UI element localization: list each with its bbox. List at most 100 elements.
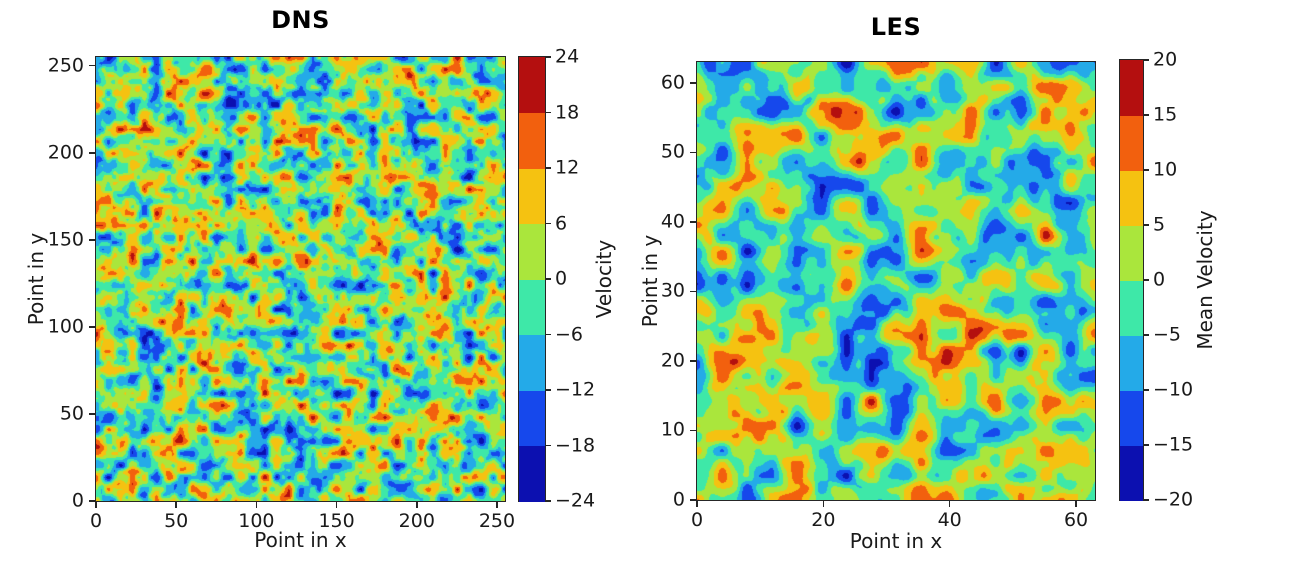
dns-y-tick-label: 250 — [47, 54, 84, 77]
dns-x-tick-mark — [416, 501, 418, 508]
dns-colorbar-tick-label: −12 — [555, 378, 596, 401]
dns-colorbar-tick-label: −24 — [555, 489, 596, 512]
dns-y-tick-mark — [89, 239, 96, 241]
les-mean-velocity-heatmap — [696, 61, 1096, 501]
les-colorbar-band — [1120, 225, 1143, 281]
les-y-tick-mark — [690, 151, 697, 154]
dns-y-tick-mark — [89, 413, 96, 415]
les-colorbar-band — [1120, 390, 1143, 446]
dns-y-tick-label: 100 — [47, 315, 84, 338]
les-colorbar-tick-label: 15 — [1153, 103, 1178, 126]
les-colorbar-tick-mark — [1143, 169, 1149, 171]
dns-x-tick-mark — [255, 501, 258, 508]
dns-colorbar-tick-label: 6 — [555, 212, 568, 234]
dns-x-tick-mark — [175, 501, 177, 508]
dns-colorbar-band — [519, 334, 545, 391]
dns-colorbar — [518, 56, 546, 502]
dns-colorbar-band — [519, 279, 545, 335]
dns-y-tick-mark — [89, 500, 96, 502]
dns-colorbar-tick-mark — [545, 389, 551, 391]
les-title: LES — [870, 13, 922, 41]
les-x-tick-label: 20 — [811, 509, 836, 531]
dns-colorbar-tick-label: 18 — [555, 101, 580, 123]
les-y-tick-mark — [690, 360, 697, 362]
les-colorbar-band — [1120, 60, 1143, 116]
dns-x-tick-label: 50 — [164, 510, 189, 532]
dns-y-tick-label: 50 — [59, 402, 84, 425]
les-colorbar-tick-mark — [1143, 59, 1149, 61]
les-colorbar-band — [1120, 170, 1143, 226]
dns-y-axis-label: Point in y — [24, 232, 48, 326]
les-x-tick-label: 40 — [937, 509, 962, 531]
dns-colorbar-tick-label: −6 — [555, 323, 584, 345]
les-colorbar-tick-label: 20 — [1153, 48, 1178, 71]
dns-x-axis-label: Point in x — [254, 528, 347, 552]
dns-y-tick-mark — [89, 326, 96, 328]
les-colorbar-tick-label: 0 — [1153, 268, 1166, 291]
dns-y-tick-label: 0 — [71, 489, 84, 512]
les-colorbar-tick-mark — [1143, 444, 1149, 446]
les-y-tick-label: 0 — [672, 488, 685, 511]
les-colorbar-band — [1120, 335, 1143, 391]
les-colorbar-tick-mark — [1143, 334, 1149, 336]
les-y-tick-label: 60 — [660, 71, 685, 94]
dns-colorbar-tick-label: 0 — [555, 267, 568, 290]
les-y-tick-mark — [690, 499, 697, 501]
les-colorbar-tick-mark — [1143, 114, 1149, 116]
dns-colorbar-label: Velocity — [592, 239, 616, 319]
dns-colorbar-tick-label: 24 — [555, 45, 580, 68]
les-colorbar-tick-label: 10 — [1153, 158, 1178, 181]
dns-colorbar-tick-mark — [545, 278, 551, 280]
dns-x-tick-label: 0 — [89, 510, 103, 532]
les-x-tick-mark — [1075, 500, 1077, 507]
dns-y-tick-label: 150 — [47, 228, 84, 251]
les-colorbar-tick-label: −20 — [1153, 488, 1194, 511]
dns-x-tick-label: 150 — [318, 510, 355, 532]
dns-colorbar-tick-mark — [545, 333, 551, 336]
dns-colorbar-tick-mark — [545, 500, 551, 502]
dns-y-tick-mark — [89, 64, 96, 67]
les-y-tick-label: 20 — [660, 349, 685, 372]
les-y-tick-label: 30 — [660, 279, 685, 302]
les-x-tick-mark — [822, 500, 825, 507]
les-colorbar-band — [1120, 280, 1143, 336]
dns-colorbar-tick-mark — [545, 167, 551, 169]
les-x-tick-label: 0 — [690, 509, 704, 531]
les-colorbar-tick-mark — [1143, 499, 1149, 501]
les-y-tick-mark — [690, 429, 697, 432]
dns-colorbar-tick-mark — [545, 111, 551, 114]
les-x-tick-label: 60 — [1063, 509, 1089, 531]
dns-y-tick-mark — [89, 152, 96, 154]
dns-x-tick-label: 250 — [478, 510, 516, 532]
dns-colorbar-band — [519, 445, 545, 502]
les-colorbar-tick-label: −15 — [1153, 433, 1194, 456]
les-colorbar-tick-label: −5 — [1153, 323, 1182, 346]
les-y-tick-mark — [690, 290, 697, 293]
dns-y-tick-label: 200 — [47, 141, 84, 164]
les-y-tick-label: 10 — [660, 418, 685, 441]
les-colorbar — [1119, 59, 1144, 501]
les-x-axis-label: Point in x — [849, 529, 943, 553]
dns-x-tick-mark — [335, 501, 338, 508]
les-colorbar-band — [1120, 115, 1143, 171]
dns-colorbar-band — [519, 57, 545, 113]
dns-velocity-heatmap — [95, 56, 506, 502]
les-y-tick-label: 40 — [660, 210, 685, 233]
les-colorbar-tick-label: −10 — [1153, 378, 1194, 401]
dns-x-tick-label: 100 — [238, 510, 275, 532]
dns-colorbar-tick-mark — [545, 444, 551, 447]
les-colorbar-band — [1120, 445, 1143, 501]
les-colorbar-tick-mark — [1143, 279, 1149, 281]
dns-colorbar-tick-label: 12 — [555, 156, 580, 179]
dns-x-tick-mark — [95, 501, 97, 508]
dns-colorbar-tick-mark — [545, 56, 551, 58]
dns-colorbar-band — [519, 390, 545, 446]
les-colorbar-tick-mark — [1143, 224, 1149, 226]
dns-x-tick-mark — [496, 501, 498, 508]
les-colorbar-tick-label: 5 — [1153, 213, 1166, 236]
les-x-tick-mark — [948, 500, 951, 507]
les-y-tick-label: 50 — [660, 140, 685, 163]
dns-x-tick-label: 200 — [398, 510, 435, 532]
